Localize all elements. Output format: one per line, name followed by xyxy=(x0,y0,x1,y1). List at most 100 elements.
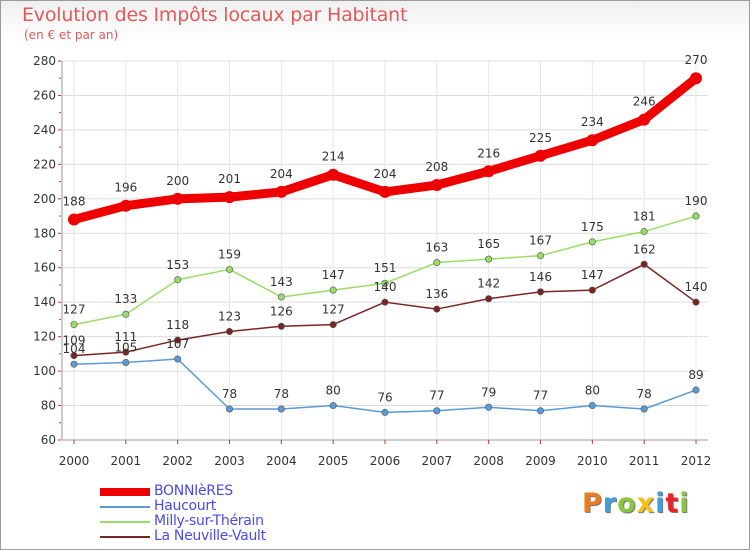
data-label: 107 xyxy=(166,337,189,351)
x-tick-label: 2004 xyxy=(266,454,297,468)
data-label: 270 xyxy=(685,53,708,67)
legend-swatch xyxy=(100,506,150,508)
data-label: 167 xyxy=(529,234,552,248)
data-point xyxy=(638,113,651,126)
data-point xyxy=(640,228,648,236)
data-label: 80 xyxy=(326,384,341,398)
data-label: 190 xyxy=(685,194,708,208)
legend-swatch xyxy=(100,521,150,523)
data-point xyxy=(485,295,493,303)
data-label: 201 xyxy=(218,172,241,186)
data-point xyxy=(226,265,234,273)
data-label: 126 xyxy=(270,304,293,318)
data-point xyxy=(329,402,337,410)
data-point xyxy=(640,405,648,413)
legend-label: Milly-sur-Thérain xyxy=(154,513,264,529)
chart-subtitle: (en € et par an) xyxy=(24,28,119,42)
data-label: 146 xyxy=(529,270,552,284)
data-label: 216 xyxy=(477,146,500,160)
data-label: 181 xyxy=(633,210,656,224)
data-point xyxy=(588,402,596,410)
data-label: 111 xyxy=(114,330,137,344)
data-label: 105 xyxy=(114,340,137,354)
data-point xyxy=(433,259,441,267)
data-point xyxy=(68,213,80,226)
data-label: 153 xyxy=(166,258,189,272)
data-label: 89 xyxy=(688,368,703,382)
chart-title: Evolution des Impôts locaux par Habitant xyxy=(22,4,408,26)
data-label: 78 xyxy=(637,387,652,401)
data-point xyxy=(329,321,337,329)
data-point xyxy=(381,279,389,287)
data-point xyxy=(223,191,236,204)
data-label: 188 xyxy=(63,194,86,208)
data-point xyxy=(433,407,441,415)
data-label: 208 xyxy=(425,160,448,174)
data-label: 143 xyxy=(270,275,293,289)
data-point xyxy=(70,321,78,329)
data-label: 123 xyxy=(218,309,241,323)
data-label: 136 xyxy=(425,287,448,301)
data-label: 104 xyxy=(63,342,86,356)
x-tick-label: 2007 xyxy=(422,454,453,468)
y-tick-label: 220 xyxy=(33,157,56,171)
y-tick-label: 280 xyxy=(33,54,56,68)
data-label: 77 xyxy=(533,389,548,403)
data-point xyxy=(277,405,285,413)
data-label: 76 xyxy=(377,390,392,404)
data-point xyxy=(174,276,182,284)
data-point xyxy=(171,192,184,205)
data-point xyxy=(588,238,596,246)
x-tick-label: 2006 xyxy=(370,454,401,468)
data-label: 225 xyxy=(529,131,552,145)
data-label: 78 xyxy=(274,387,289,401)
data-label: 127 xyxy=(322,303,345,317)
data-point xyxy=(690,72,702,85)
data-point xyxy=(226,327,234,335)
data-label: 214 xyxy=(322,150,345,164)
data-label: 133 xyxy=(114,292,137,306)
data-point xyxy=(70,360,78,368)
data-point xyxy=(534,149,547,162)
data-point xyxy=(70,352,78,360)
y-tick-label: 100 xyxy=(33,364,56,378)
y-tick-label: 120 xyxy=(33,330,56,344)
data-point xyxy=(485,403,493,411)
data-point xyxy=(588,286,596,294)
x-tick-label: 2011 xyxy=(629,454,660,468)
data-label: 147 xyxy=(322,268,345,282)
x-tick-label: 2005 xyxy=(318,454,349,468)
legend-swatch xyxy=(100,488,150,496)
data-point xyxy=(485,255,493,263)
data-label: 159 xyxy=(218,247,241,261)
data-label: 165 xyxy=(477,237,500,251)
data-point xyxy=(430,179,443,192)
data-label: 147 xyxy=(581,268,604,282)
y-tick-label: 260 xyxy=(33,88,56,102)
data-label: 79 xyxy=(481,385,496,399)
data-point xyxy=(692,386,700,394)
data-point xyxy=(226,405,234,413)
data-point xyxy=(275,185,288,198)
x-tick-label: 2000 xyxy=(59,454,90,468)
data-label: 80 xyxy=(585,384,600,398)
data-point xyxy=(379,185,391,198)
data-point xyxy=(327,168,340,181)
data-point xyxy=(640,260,648,268)
legend-label: La Neuville-Vault xyxy=(154,528,266,544)
legend-label: Haucourt xyxy=(154,498,216,514)
data-label: 162 xyxy=(633,242,656,256)
data-point xyxy=(122,348,130,356)
data-point xyxy=(433,305,441,313)
x-tick-label: 2002 xyxy=(162,454,193,468)
x-tick-label: 2010 xyxy=(577,454,608,468)
y-tick-label: 240 xyxy=(33,123,56,137)
legend-swatch xyxy=(100,536,150,538)
data-label: 118 xyxy=(166,318,189,332)
data-point xyxy=(122,310,130,318)
data-label: 78 xyxy=(222,387,237,401)
data-label: 175 xyxy=(581,220,604,234)
data-label: 200 xyxy=(166,174,189,188)
